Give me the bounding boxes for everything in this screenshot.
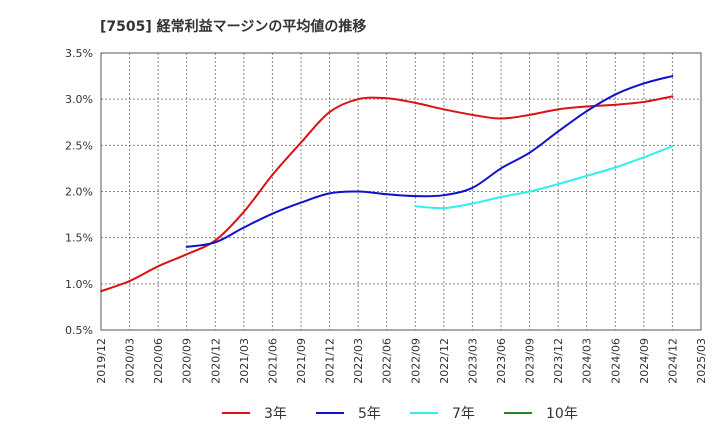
plot-area: 0.5% 1.0% 1.5% 2.0% 2.5% 3.0% 3.5% 2019/12 2020/…	[65, 47, 708, 384]
x-tick-label: 2024/06	[609, 338, 622, 384]
x-tick-label: 2020/12	[209, 338, 222, 384]
legend-label-1: 3年	[264, 406, 287, 422]
y-tick-label: 2.0%	[65, 186, 93, 199]
x-tick-label: 2021/09	[295, 338, 308, 384]
x-tick-label: 2020/06	[152, 338, 165, 384]
x-tick-label: 2021/03	[238, 338, 251, 384]
y-tick-label: 0.5%	[65, 324, 93, 337]
series-line-3	[414, 145, 674, 210]
x-tick-label: 2022/12	[438, 338, 451, 384]
legend-label-2: 5年	[358, 406, 381, 422]
x-tick-label: 2023/03	[466, 338, 479, 384]
y-tick-label: 1.5%	[65, 232, 93, 245]
y-tick-label: 3.5%	[65, 47, 93, 60]
y-tick-label: 1.0%	[65, 278, 93, 291]
x-tick-label: 2022/03	[352, 338, 365, 384]
x-tick-label: 2023/06	[495, 338, 508, 384]
plot-border	[100, 52, 702, 331]
y-tick-label: 3.0%	[65, 93, 93, 106]
y-tick-label: 2.5%	[65, 139, 93, 152]
x-tick-label: 2022/06	[381, 338, 394, 384]
x-tick-label: 2020/03	[124, 338, 137, 384]
x-tick-label: 2022/09	[409, 338, 422, 384]
series-line-1	[100, 95, 674, 293]
x-tick-label: 2024/12	[666, 338, 679, 384]
series-line-2	[185, 75, 674, 248]
x-tick-label: 2019/12	[95, 338, 108, 384]
legend-label-4: 10年	[546, 406, 578, 422]
x-tick-label: 2023/09	[524, 338, 537, 384]
x-tick-label: 2020/09	[181, 338, 194, 384]
x-tick-label: 2023/12	[552, 338, 565, 384]
legend: 3年 5年 7年 10年	[222, 406, 578, 422]
x-tick-label: 2025/03	[695, 338, 708, 384]
x-tick-label: 2021/12	[324, 338, 337, 384]
x-tick-label: 2024/03	[581, 338, 594, 384]
legend-label-3: 7年	[452, 406, 475, 422]
x-tick-label: 2024/09	[638, 338, 651, 384]
x-tick-label: 2021/06	[266, 338, 279, 384]
chart-title: [7505] 経常利益マージンの平均値の推移	[100, 18, 366, 35]
